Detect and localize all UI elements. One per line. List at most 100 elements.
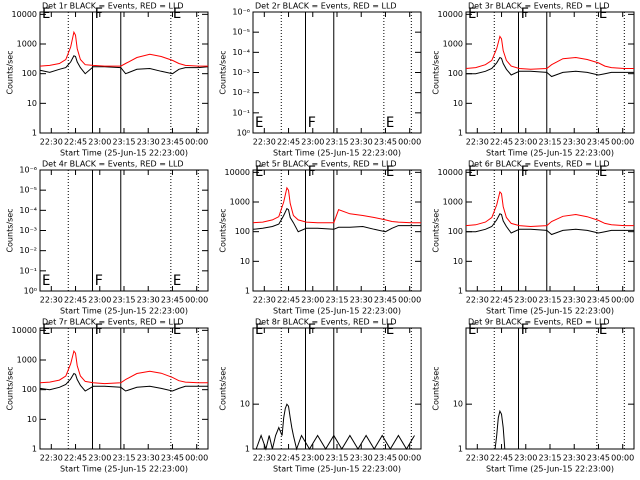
- event-letter: E: [468, 322, 476, 338]
- event-letter: E: [468, 6, 476, 22]
- event-letter: F: [521, 322, 529, 338]
- y-tick-label: 10⁻¹: [232, 108, 250, 117]
- panel-title: Det 2r BLACK = Events, RED = LLD: [255, 2, 397, 11]
- x-tick-label: 23:15: [112, 454, 135, 463]
- event-letter: E: [468, 164, 476, 180]
- y-tick-label: 10⁻⁴: [232, 48, 250, 57]
- plot-frame: [39, 327, 209, 450]
- y-axis-label: Counts/sec: [6, 50, 15, 94]
- x-axis-label: Start Time (25-Jun-15 22:23:00): [60, 465, 188, 474]
- x-tick-label: 22:45: [64, 296, 87, 305]
- x-tick-label: 00:00: [398, 454, 421, 463]
- x-tick-label: 22:30: [40, 296, 63, 305]
- plot-frame: [252, 11, 422, 134]
- y-tick-label: 10⁻³: [232, 68, 250, 77]
- y-tick-label: 10: [27, 415, 37, 424]
- event-letter: E: [255, 164, 263, 180]
- x-tick-label: 22:30: [466, 296, 489, 305]
- x-tick-label: 23:30: [563, 138, 586, 147]
- x-tick-label: 22:30: [253, 138, 276, 147]
- x-tick-label: 22:45: [277, 454, 300, 463]
- x-tick-label: 22:45: [490, 454, 513, 463]
- data-line: [39, 349, 208, 385]
- x-tick-label: 22:30: [40, 138, 63, 147]
- panel-title: Det 4r BLACK = Events, RED = LLD: [42, 160, 184, 169]
- y-axis-label: Counts/sec: [219, 208, 228, 252]
- x-tick-label: 23:00: [514, 138, 537, 147]
- y-axis-label: Counts/sec: [432, 208, 441, 252]
- y-tick-label: 10⁻⁶: [19, 166, 37, 175]
- x-tick-label: 23:00: [301, 296, 324, 305]
- data-line: [255, 403, 415, 451]
- data-line: [252, 207, 421, 233]
- y-tick-label: 10000: [12, 10, 37, 19]
- data-line: [465, 35, 634, 70]
- panel-title: Det 9r BLACK = Events, RED = LLD: [468, 318, 610, 327]
- event-letter: E: [599, 164, 607, 180]
- x-tick-label: 22:30: [253, 454, 276, 463]
- x-axis-label: Start Time (25-Jun-15 22:23:00): [486, 149, 614, 158]
- x-tick-label: 23:00: [88, 138, 111, 147]
- y-tick-label: 10: [453, 400, 463, 409]
- x-axis-label: Start Time (25-Jun-15 22:23:00): [60, 307, 188, 316]
- event-letter: E: [42, 6, 50, 22]
- panel-title: Det 1r BLACK = Events, RED = LLD: [42, 2, 184, 11]
- y-tick-label: 1000: [17, 40, 37, 49]
- y-tick-label: 10⁰: [24, 287, 37, 296]
- x-tick-label: 23:45: [587, 296, 610, 305]
- x-tick-label: 23:30: [563, 296, 586, 305]
- plot-frame: [465, 327, 635, 450]
- x-tick-label: 23:45: [161, 296, 184, 305]
- panel-title: Det 5r BLACK = Events, RED = LLD: [255, 160, 397, 169]
- x-tick-label: 23:45: [587, 138, 610, 147]
- panel-title: Det 6r BLACK = Events, RED = LLD: [468, 160, 610, 169]
- x-tick-label: 23:45: [161, 454, 184, 463]
- y-tick-label: 1000: [17, 356, 37, 365]
- y-axis-label: Counts/sec: [219, 366, 228, 410]
- panel-title: Det 7r BLACK = Events, RED = LLD: [42, 318, 184, 327]
- x-tick-label: 23:15: [112, 296, 135, 305]
- x-tick-label: 23:00: [88, 296, 111, 305]
- y-tick-label: 10000: [12, 326, 37, 335]
- x-tick-label: 23:15: [112, 138, 135, 147]
- y-tick-label: 100: [22, 69, 37, 78]
- x-tick-label: 23:15: [538, 138, 561, 147]
- x-tick-label: 00:00: [185, 138, 208, 147]
- data-line: [494, 409, 507, 450]
- event-letter: F: [521, 164, 529, 180]
- y-tick-label: 10: [453, 257, 463, 266]
- y-tick-label: 1: [32, 445, 37, 454]
- event-letter: F: [95, 322, 103, 338]
- y-tick-label: 10⁻³: [19, 226, 37, 235]
- y-tick-label: 10000: [225, 168, 250, 177]
- y-tick-label: 10⁻²: [232, 88, 250, 97]
- event-letter: F: [521, 6, 529, 22]
- event-letter: E: [599, 322, 607, 338]
- x-tick-label: 23:15: [325, 454, 348, 463]
- x-tick-label: 23:15: [538, 454, 561, 463]
- panel-title: Det 8r BLACK = Events, RED = LLD: [255, 318, 397, 327]
- x-axis-label: Start Time (25-Jun-15 22:23:00): [273, 465, 401, 474]
- x-axis-label: Start Time (25-Jun-15 22:23:00): [273, 307, 401, 316]
- x-tick-label: 23:30: [350, 138, 373, 147]
- x-tick-label: 23:30: [350, 296, 373, 305]
- x-tick-label: 23:30: [350, 454, 373, 463]
- x-tick-label: 23:30: [137, 296, 160, 305]
- y-axis-label: Counts/sec: [6, 208, 15, 252]
- data-line: [466, 56, 634, 78]
- event-letter: F: [308, 115, 316, 131]
- plot-frame: [252, 169, 422, 292]
- y-tick-label: 10: [240, 257, 250, 266]
- y-tick-label: 1000: [230, 198, 250, 207]
- y-tick-label: 10⁻⁴: [19, 206, 37, 215]
- event-letter: E: [386, 322, 394, 338]
- x-axis-label: Start Time (25-Jun-15 22:23:00): [60, 149, 188, 158]
- x-tick-label: 23:30: [137, 454, 160, 463]
- x-tick-label: 00:00: [185, 454, 208, 463]
- x-tick-label: 23:45: [374, 454, 397, 463]
- x-tick-label: 23:15: [325, 138, 348, 147]
- y-tick-label: 10: [453, 99, 463, 108]
- y-tick-label: 10⁻⁶: [232, 8, 250, 17]
- y-axis-label: Counts/sec: [6, 366, 15, 410]
- x-tick-label: 22:30: [253, 296, 276, 305]
